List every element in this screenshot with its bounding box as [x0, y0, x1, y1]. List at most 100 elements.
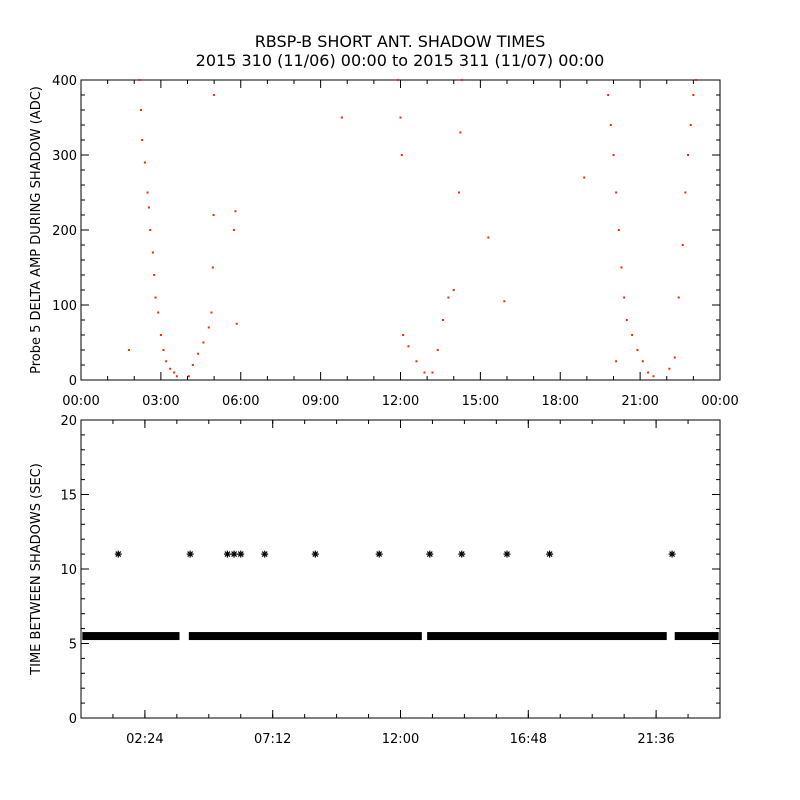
data-point	[458, 191, 461, 194]
data-point	[230, 550, 238, 558]
data-point	[149, 229, 152, 231]
data-point	[235, 322, 238, 325]
y-tick-label: 400	[52, 74, 77, 89]
data-point	[695, 79, 698, 81]
data-point	[652, 375, 655, 378]
data-point	[623, 296, 626, 299]
data-point	[426, 550, 434, 558]
x-tick-label: 15:00	[462, 394, 499, 409]
data-point	[452, 289, 455, 291]
data-point	[503, 550, 511, 558]
data-point	[311, 550, 319, 558]
data-point	[153, 274, 156, 276]
data-point	[141, 139, 144, 141]
y-tick-label: 15	[60, 489, 77, 504]
y-tick-label: 100	[52, 299, 77, 314]
data-point	[647, 371, 650, 374]
data-point	[687, 154, 690, 156]
x-tick-label: 21:36	[637, 732, 674, 747]
data-point	[165, 360, 168, 363]
baseline-points-segment	[188, 632, 422, 641]
plot-frame	[80, 79, 721, 381]
data-point	[175, 375, 178, 378]
data-point	[399, 116, 402, 119]
data-point	[460, 79, 463, 81]
plot-panel-1: 00:00 03:00 06:00 09:00 12:00 15:00 18:00 21:00…	[29, 74, 739, 409]
data-point	[138, 79, 141, 81]
x-tick-label: 16:48	[510, 732, 547, 747]
data-point	[442, 319, 445, 321]
data-point	[546, 550, 554, 558]
data-point	[673, 356, 676, 359]
data-point	[631, 334, 634, 336]
asterisk-stroke	[187, 551, 194, 558]
data-point	[641, 360, 644, 363]
data-point	[157, 311, 160, 314]
data-point	[154, 296, 157, 299]
x-tick-label: 21:00	[621, 394, 658, 409]
data-point	[114, 550, 122, 558]
data-point	[692, 94, 695, 96]
chart-title-line1: RBSP-B SHORT ANT. SHADOW TIMES	[254, 32, 546, 51]
data-point	[407, 345, 410, 348]
data-point	[423, 371, 426, 374]
data-point	[162, 349, 165, 351]
data-point	[191, 364, 194, 366]
x-tick-label: 18:00	[542, 394, 579, 409]
data-point	[402, 334, 405, 336]
asterisk-stroke	[115, 551, 122, 558]
data-point	[212, 214, 215, 216]
data-point	[487, 236, 490, 239]
data-point	[223, 550, 231, 558]
data-point	[202, 341, 205, 344]
data-point	[636, 349, 639, 351]
data-point	[146, 191, 149, 194]
data-point	[207, 326, 210, 329]
asterisk-stroke	[224, 551, 231, 558]
asterisk-stroke	[546, 551, 553, 558]
data-point	[396, 79, 399, 81]
data-point	[210, 311, 213, 314]
data-point	[186, 550, 194, 558]
data-point	[375, 550, 383, 558]
y-axis-label: Probe 5 DELTA AMP DURING SHADOW (ADC)	[29, 86, 44, 374]
data-point	[159, 334, 162, 336]
y-axis-label: TIME BETWEEN SHADOWS (SEC)	[29, 463, 44, 676]
y-tick-label: 5	[69, 638, 77, 653]
y-tick-label: 0	[69, 712, 77, 727]
data-point	[583, 176, 586, 179]
x-tick-label: 00:00	[701, 394, 738, 409]
y-tick-label: 0	[69, 374, 77, 389]
asterisk-stroke	[312, 551, 319, 558]
data-point	[187, 375, 190, 378]
asterisk-stroke	[458, 551, 465, 558]
x-tick-label: 12:00	[382, 394, 419, 409]
y-tick-label: 20	[60, 414, 77, 429]
data-point	[612, 154, 615, 156]
data-point	[503, 300, 506, 303]
baseline-points-segment	[674, 632, 719, 641]
data-point	[139, 109, 142, 111]
data-point	[197, 352, 200, 355]
x-tick-label: 09:00	[302, 394, 339, 409]
data-point	[447, 296, 450, 299]
data-point	[211, 266, 214, 269]
baseline-points-segment	[82, 632, 180, 641]
x-tick-label: 00:00	[62, 394, 99, 409]
data-point	[668, 550, 676, 558]
data-point	[677, 296, 680, 299]
data-point	[689, 124, 692, 126]
data-point	[261, 550, 269, 558]
asterisk-stroke	[669, 551, 675, 558]
asterisk-stroke	[237, 551, 244, 558]
data-point	[458, 550, 466, 558]
asterisk-stroke	[376, 551, 383, 558]
asterisk-stroke	[231, 551, 238, 558]
x-tick-label: 07:12	[254, 732, 291, 747]
y-tick-label: 300	[52, 149, 77, 164]
y-tick-label: 200	[52, 224, 77, 239]
data-point	[143, 161, 146, 164]
asterisk-stroke	[426, 551, 433, 558]
data-point	[459, 131, 462, 134]
